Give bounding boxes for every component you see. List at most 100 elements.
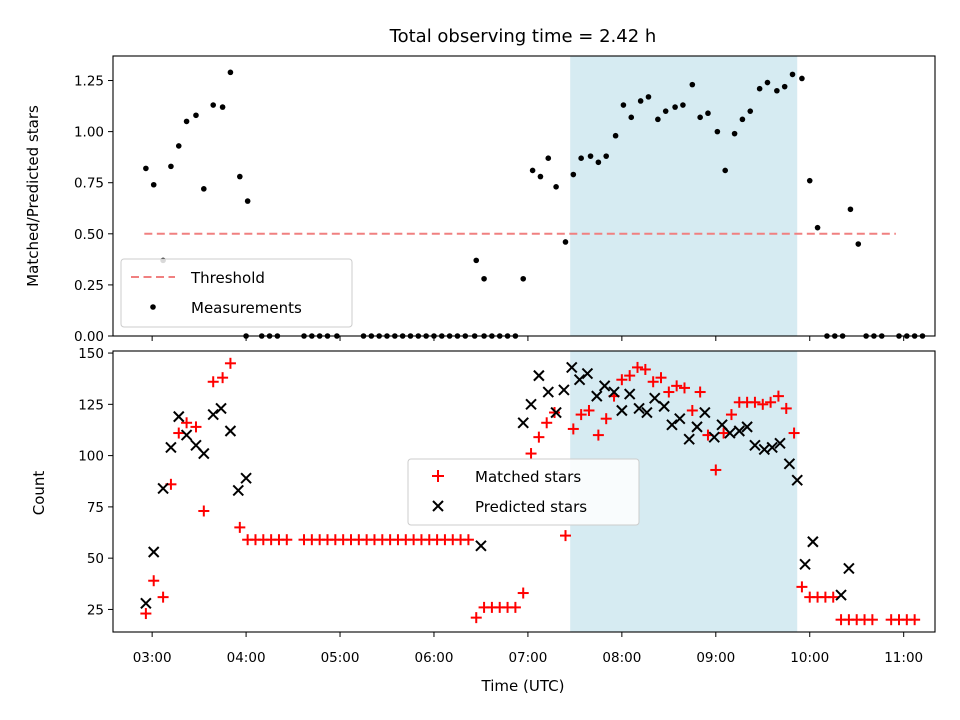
x-tick-label: 08:00 — [602, 650, 641, 666]
y-tick-label: 100 — [78, 449, 104, 465]
matched-star-point — [765, 396, 777, 408]
bottom-y-ticks: 25 50 75 100 125 150 — [78, 346, 113, 618]
matched-star-point — [616, 374, 628, 386]
bottom-legend-box — [407, 458, 640, 526]
predicted-stars-points — [140, 361, 855, 609]
legend-predicted-label: Predicted stars — [475, 498, 587, 516]
y-tick-label: 50 — [87, 551, 104, 567]
measurement-point — [628, 114, 635, 121]
ratio-panel: 0.00 0.25 0.50 0.75 1.00 1.25 Matched/Predict… — [24, 55, 936, 345]
measurement-point — [237, 173, 243, 180]
predicted-star-point — [525, 398, 537, 411]
predicted-star-point — [608, 386, 620, 398]
matched-star-point — [517, 587, 529, 599]
predicted-star-point — [783, 458, 796, 470]
predicted-star-point — [733, 425, 745, 437]
measurement-point — [570, 171, 577, 178]
matched-star-point — [509, 601, 521, 613]
measurement-point — [210, 102, 217, 108]
legend-matched-swatch — [432, 470, 444, 482]
x-tick-label: 09:00 — [696, 650, 735, 666]
matched-star-point — [678, 382, 690, 394]
predicted-star-point — [533, 369, 545, 382]
matched-star-point — [718, 427, 730, 439]
predicted-star-point — [566, 361, 578, 374]
legend-measurements-label: Measurements — [191, 299, 302, 317]
matched-star-point — [686, 404, 698, 416]
predicted-star-point — [550, 406, 562, 419]
predicted-star-point — [708, 431, 720, 443]
top-legend: Threshold Measurements — [120, 258, 353, 328]
predicted-star-point — [774, 437, 786, 450]
measurement-point — [150, 181, 157, 188]
matched-star-point — [671, 380, 683, 392]
predicted-star-point — [558, 384, 570, 396]
measurement-point — [756, 85, 763, 92]
predicted-star-point — [799, 558, 811, 571]
measurement-point — [473, 257, 480, 264]
predicted-star-point — [666, 419, 678, 431]
y-tick-label: 150 — [78, 346, 104, 362]
matched-star-point — [632, 361, 644, 373]
predicted-star-point — [173, 410, 185, 423]
predicted-star-point — [649, 392, 661, 404]
matched-star-point — [827, 591, 839, 603]
x-tick-label: 04:00 — [227, 650, 266, 666]
legend-threshold-label: Threshold — [190, 269, 265, 287]
matched-star-point — [583, 404, 595, 416]
measurement-point — [645, 94, 652, 100]
top-x-ticks — [151, 336, 905, 341]
measurement-point — [739, 116, 746, 123]
matched-star-point — [710, 464, 722, 476]
measurement-point — [193, 112, 199, 119]
matched-star-point — [281, 534, 293, 546]
matched-star-point — [655, 372, 667, 384]
matched-star-point — [780, 402, 792, 414]
measurement-point — [578, 155, 584, 161]
measurement-point — [781, 83, 788, 90]
bottom-x-ticks: 03:00 04:00 05:00 06:00 07:00 08:00 09:00 10:00… — [133, 632, 923, 666]
legend-measurements-swatch — [150, 304, 156, 310]
matched-star-point — [148, 575, 160, 587]
measurement-point — [731, 130, 738, 137]
measurement-point — [481, 275, 487, 282]
top-axes-frame — [112, 55, 936, 337]
measurement-point — [587, 153, 594, 159]
matched-star-point — [549, 407, 561, 419]
predicted-star-point — [741, 421, 753, 433]
predicted-star-point — [616, 404, 628, 417]
legend-predicted-swatch — [432, 500, 444, 512]
matched-star-point — [140, 608, 152, 620]
measurement-point — [637, 98, 644, 104]
measurement-point — [168, 163, 174, 170]
measurement-point — [562, 239, 569, 245]
predicted-star-point — [633, 402, 645, 415]
bottom-legend: Matched stars Predicted stars — [407, 458, 640, 526]
measurement-point — [537, 173, 544, 180]
count-panel: 25 50 75 100 125 150 03:00 04:00 05:00 06:00 07:0… — [30, 346, 936, 695]
predicted-star-point — [148, 546, 160, 558]
measurement-point — [227, 69, 234, 76]
matched-star-point — [181, 417, 193, 429]
predicted-star-point — [807, 536, 819, 548]
measurement-point — [545, 155, 552, 161]
matched-star-point — [909, 614, 921, 626]
measurement-point — [662, 108, 669, 114]
predicted-star-point — [641, 406, 653, 419]
measurement-point — [714, 128, 721, 135]
x-tick-label: 10:00 — [790, 650, 829, 666]
predicted-star-point — [198, 447, 210, 460]
matched-star-point — [757, 398, 769, 410]
matched-star-point — [217, 372, 229, 384]
top-y-ticks: 0.00 0.25 0.50 0.75 1.00 1.25 — [74, 74, 113, 345]
top-legend-box — [120, 258, 353, 328]
measurement-point — [847, 206, 854, 213]
predicted-star-point — [766, 441, 778, 454]
x-tick-label: 03:00 — [133, 650, 172, 666]
legend-matched-label: Matched stars — [475, 468, 581, 486]
predicted-star-point — [224, 425, 237, 437]
matched-star-point — [796, 581, 808, 593]
matched-star-point — [525, 448, 537, 460]
predicted-star-point — [581, 367, 594, 380]
predicted-star-point — [542, 386, 554, 398]
